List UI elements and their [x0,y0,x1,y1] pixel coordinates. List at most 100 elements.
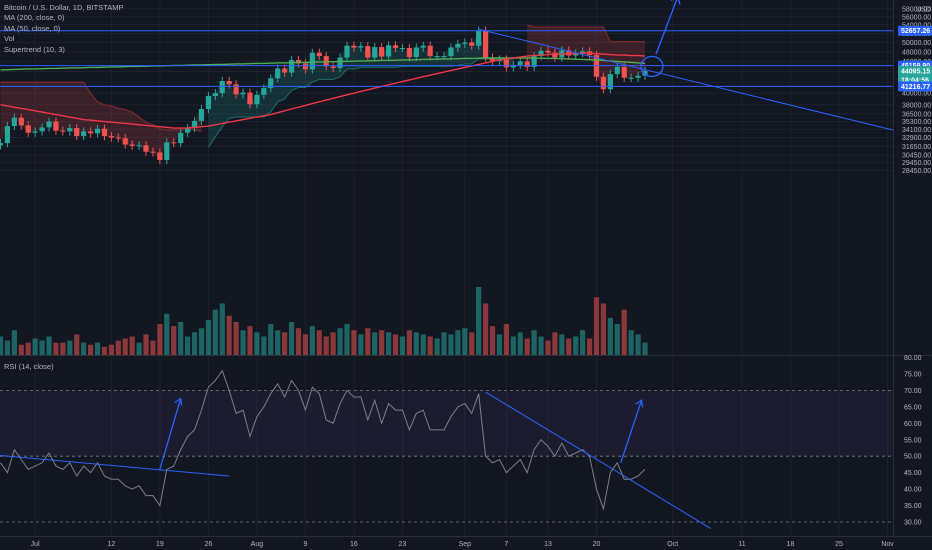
volume-bar [108,344,114,355]
volume-bar [607,317,613,355]
legend-supertrend[interactable]: Supertrend (10, 3) [4,44,65,54]
price-tick-label: 36500.00 [902,111,931,118]
candle-body [600,76,607,90]
volume-bar [372,332,378,355]
candle-body [115,137,121,139]
volume-bar [621,309,627,355]
volume-bar [74,334,80,355]
volume-bar [434,338,440,355]
candle-body [212,93,218,97]
rsi-trendline-left [0,455,230,477]
price-tick-label: 31650.00 [902,144,931,151]
projection-arrowhead [670,0,681,5]
volume-bar [635,334,641,355]
candle-body [580,51,586,54]
time-tick-label: Oct [667,541,678,548]
rsi-tick-label: 80.00 [904,355,922,362]
rsi-tick-label: 45.00 [904,470,922,477]
rsi-tick-label: 65.00 [904,404,922,411]
volume-bar [101,346,108,355]
time-tick-label: 13 [544,541,552,548]
price-tick-label: 48000.00 [902,49,931,56]
rsi-tick-label: 55.00 [904,437,922,444]
downtrend-line [478,28,894,131]
price-label: 18:04:56 [901,78,929,85]
symbol-title[interactable]: Bitcoin / U.S. Dollar, 1D, BITSTAMP [4,3,124,12]
candlestick-series [0,26,648,165]
candle-body [358,46,364,48]
volume-bar [295,328,302,355]
candle-body [150,151,156,153]
candle-body [351,45,357,48]
candle-body [607,74,613,90]
volume-bar [573,336,579,355]
volume-bar [586,338,593,355]
price-tick-label: 56000.00 [902,14,931,21]
volume-bar [87,344,94,355]
candle-body [191,120,198,129]
candle-body [476,30,482,46]
volume-bar [628,330,634,355]
volume-bar [399,336,406,355]
volume-bar [503,324,509,355]
candle-body [628,77,634,79]
volume-bar [60,342,66,355]
legend-rsi[interactable]: RSI (14, close) [4,362,54,371]
volume-bar [406,330,412,355]
volume-bar [510,336,516,355]
candle-body [108,136,114,138]
volume-bar [344,324,350,355]
volume-bar [53,342,59,355]
candle-body [74,128,80,137]
volume-bar [614,324,620,355]
candle-body [469,42,475,46]
volume-bar [538,336,544,355]
volume-bar [115,340,121,355]
breakout-circle [640,55,664,78]
volume-bar [358,334,364,355]
candle-body [0,143,4,146]
rsi-panel [0,369,893,530]
volume-bar [178,322,184,355]
candle-body [448,47,454,57]
volume-bar [462,328,468,355]
candle-body [275,68,281,79]
legend-ma200[interactable]: MA (200, close, 0) [4,13,65,23]
volume-bar [517,332,523,355]
time-tick-label: Nov [881,541,894,548]
legend-ma50[interactable]: MA (50, close, 0) [4,23,61,33]
rsi-tick-label: 50.00 [904,454,922,461]
candle-body [614,66,620,75]
candle-body [136,145,142,147]
volume-bar [219,303,225,355]
volume-bar [489,326,496,355]
candle-body [94,128,101,134]
candle-body [295,59,302,64]
candle-body [87,131,94,134]
volume-bar [226,315,232,355]
candle-body [32,131,38,133]
candle-body [81,131,87,137]
volume-bar [302,334,309,355]
time-tick-label: 26 [205,541,213,548]
time-tick-label: 11 [738,541,745,548]
volume-bar [46,336,52,355]
rsi-line [0,369,646,511]
volume-bar [157,324,163,355]
volume-bar [600,303,607,355]
grid-lines [0,0,932,536]
price-tick-label: 29450.00 [902,160,931,167]
price-label: 44095.15 [901,69,930,76]
volume-bar [25,342,31,355]
candle-body [330,66,336,68]
ma200-line [0,57,646,71]
candle-body [11,117,17,127]
volume-bar [233,322,239,355]
legend-vol[interactable]: Vol [4,34,15,44]
trend-drawings[interactable] [0,0,894,131]
volume-bar [185,336,191,355]
rsi-band [0,390,893,456]
volume-bar [392,334,399,355]
projection-arrow [655,0,678,55]
